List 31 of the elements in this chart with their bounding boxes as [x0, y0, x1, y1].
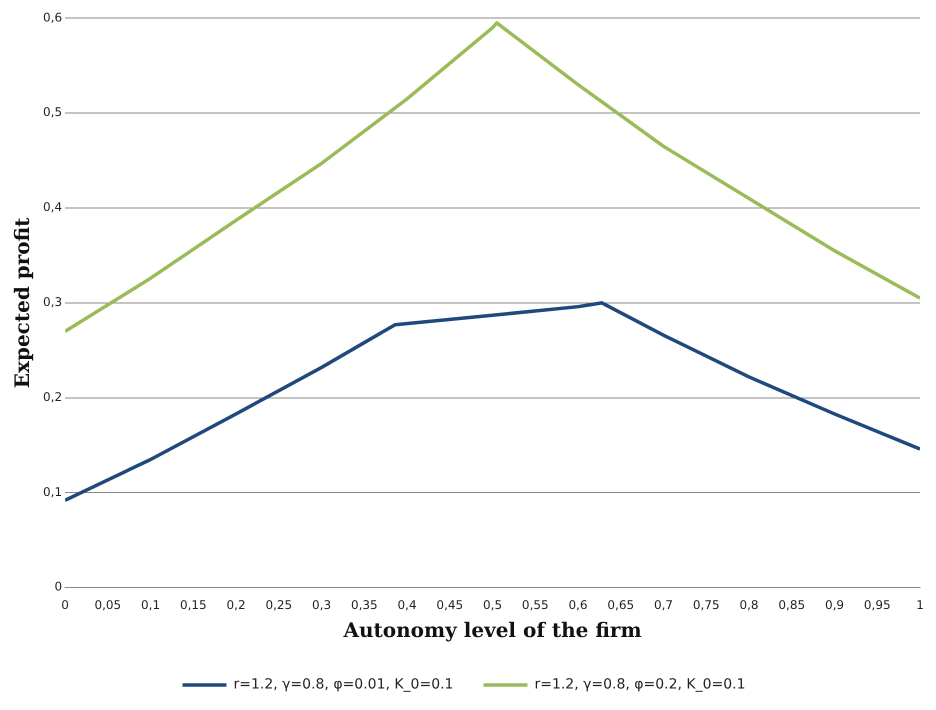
- x-tick-label: 0,8: [739, 598, 759, 612]
- x-tick-label: 0,7: [654, 598, 674, 612]
- x-axis-title: Autonomy level of the firm: [342, 618, 642, 642]
- y-tick-label: 0,1: [42, 484, 62, 499]
- y-tick-label: 0,2: [42, 390, 62, 404]
- legend-label: r=1.2, γ=0.8, φ=0.01, K_0=0.1: [234, 676, 454, 693]
- y-tick-label: 0,3: [42, 295, 62, 310]
- x-tick-label: 1: [916, 598, 924, 612]
- x-tick-label: 0,75: [692, 598, 720, 612]
- x-tick-label: 0,4: [398, 598, 417, 612]
- x-tick-label: 0,95: [864, 598, 891, 612]
- x-tick-label: 0,5: [482, 598, 502, 612]
- legend-label: r=1.2, γ=0.8, φ=0.2, K_0=0.1: [534, 676, 746, 693]
- y-tick-label: 0,4: [42, 200, 62, 214]
- x-tick-label: 0,6: [568, 598, 588, 612]
- x-tick-label: 0,9: [824, 598, 844, 612]
- x-tick-label: 0,3: [312, 598, 332, 612]
- x-tick-label: 0,1: [141, 598, 160, 612]
- x-tick-label: 0,45: [436, 598, 464, 612]
- x-tick-label: 0,35: [350, 598, 378, 612]
- y-tick-label: 0: [54, 580, 62, 594]
- x-tick-label: 0,65: [607, 598, 634, 612]
- x-tick-label: 0,25: [265, 598, 292, 612]
- x-tick-label: 0,2: [226, 598, 246, 612]
- x-tick-label: 0,05: [94, 598, 122, 612]
- x-tick-label: 0,55: [522, 598, 549, 612]
- y-tick-label: 0,5: [42, 105, 62, 120]
- y-axis-title: Expected profit: [10, 216, 34, 388]
- x-tick-label: 0,15: [180, 598, 207, 612]
- y-tick-label: 0,6: [42, 10, 62, 24]
- x-tick-label: 0,85: [778, 598, 806, 612]
